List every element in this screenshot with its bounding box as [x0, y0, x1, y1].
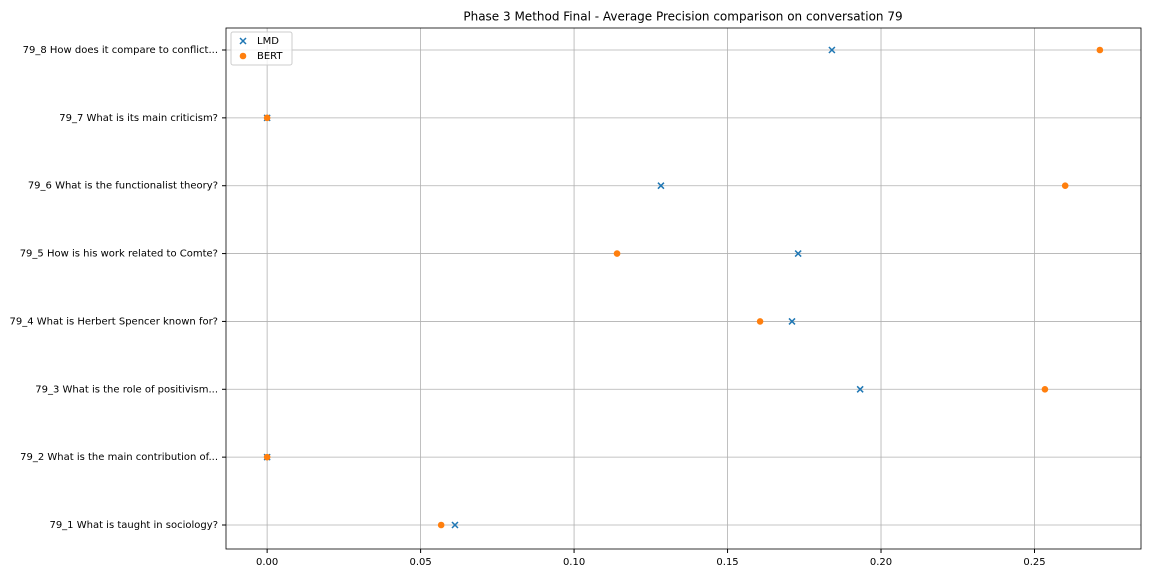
y-tick-label: 79_5 How is his work related to Comte? — [20, 249, 218, 260]
marker-dot — [613, 250, 621, 257]
marker-x — [239, 37, 247, 45]
marker-dot — [263, 453, 271, 461]
marker-x — [788, 317, 796, 325]
marker-x — [794, 250, 802, 258]
y-tick-label: 79_6 What is the functionalist theory? — [28, 181, 218, 192]
x-tick-label: 0.15 — [716, 557, 738, 568]
marker-dot — [756, 318, 764, 325]
marker-stroke — [788, 317, 796, 325]
x-tick-label: 0.00 — [256, 557, 278, 568]
marker-dot — [263, 114, 271, 122]
legend-label: LMD — [257, 36, 279, 47]
marker-dot — [1041, 385, 1049, 393]
x-tick-label: 0.20 — [870, 557, 892, 568]
marker-x — [657, 182, 665, 190]
y-tick-label: 79_7 What is its main criticism? — [59, 113, 218, 124]
y-tick-label: 79_4 What is Herbert Spencer known for? — [9, 316, 218, 327]
marker-dot — [1061, 182, 1069, 190]
marker-stroke — [239, 37, 247, 45]
marker-dot — [1096, 46, 1104, 54]
marker-stroke — [828, 46, 836, 54]
marker-dot — [437, 521, 445, 529]
y-tick-label: 79_2 What is the main contribution of... — [20, 452, 218, 463]
marker-stroke — [451, 521, 459, 529]
marker-x — [856, 385, 864, 393]
plot-frame — [225, 27, 1142, 550]
marker-dot — [239, 52, 247, 60]
y-tick-label: 79_1 What is taught in sociology? — [49, 520, 218, 531]
y-tick-label: 79_3 What is the role of positivism... — [35, 384, 218, 395]
marker-x — [828, 46, 836, 54]
marker-stroke — [856, 385, 864, 393]
marker-x — [451, 521, 459, 529]
x-tick-label: 0.10 — [563, 557, 585, 568]
legend-label: BERT — [257, 51, 283, 62]
legend-box — [230, 31, 293, 66]
marker-stroke — [657, 182, 665, 190]
x-tick-label: 0.25 — [1023, 557, 1045, 568]
grid — [226, 28, 1141, 549]
marker-stroke — [794, 250, 802, 258]
y-tick-label: 79_8 How does it compare to conflict... — [23, 45, 218, 56]
chart-title: Phase 3 Method Final - Average Precision… — [463, 10, 902, 24]
x-tick-label: 0.05 — [409, 557, 431, 568]
